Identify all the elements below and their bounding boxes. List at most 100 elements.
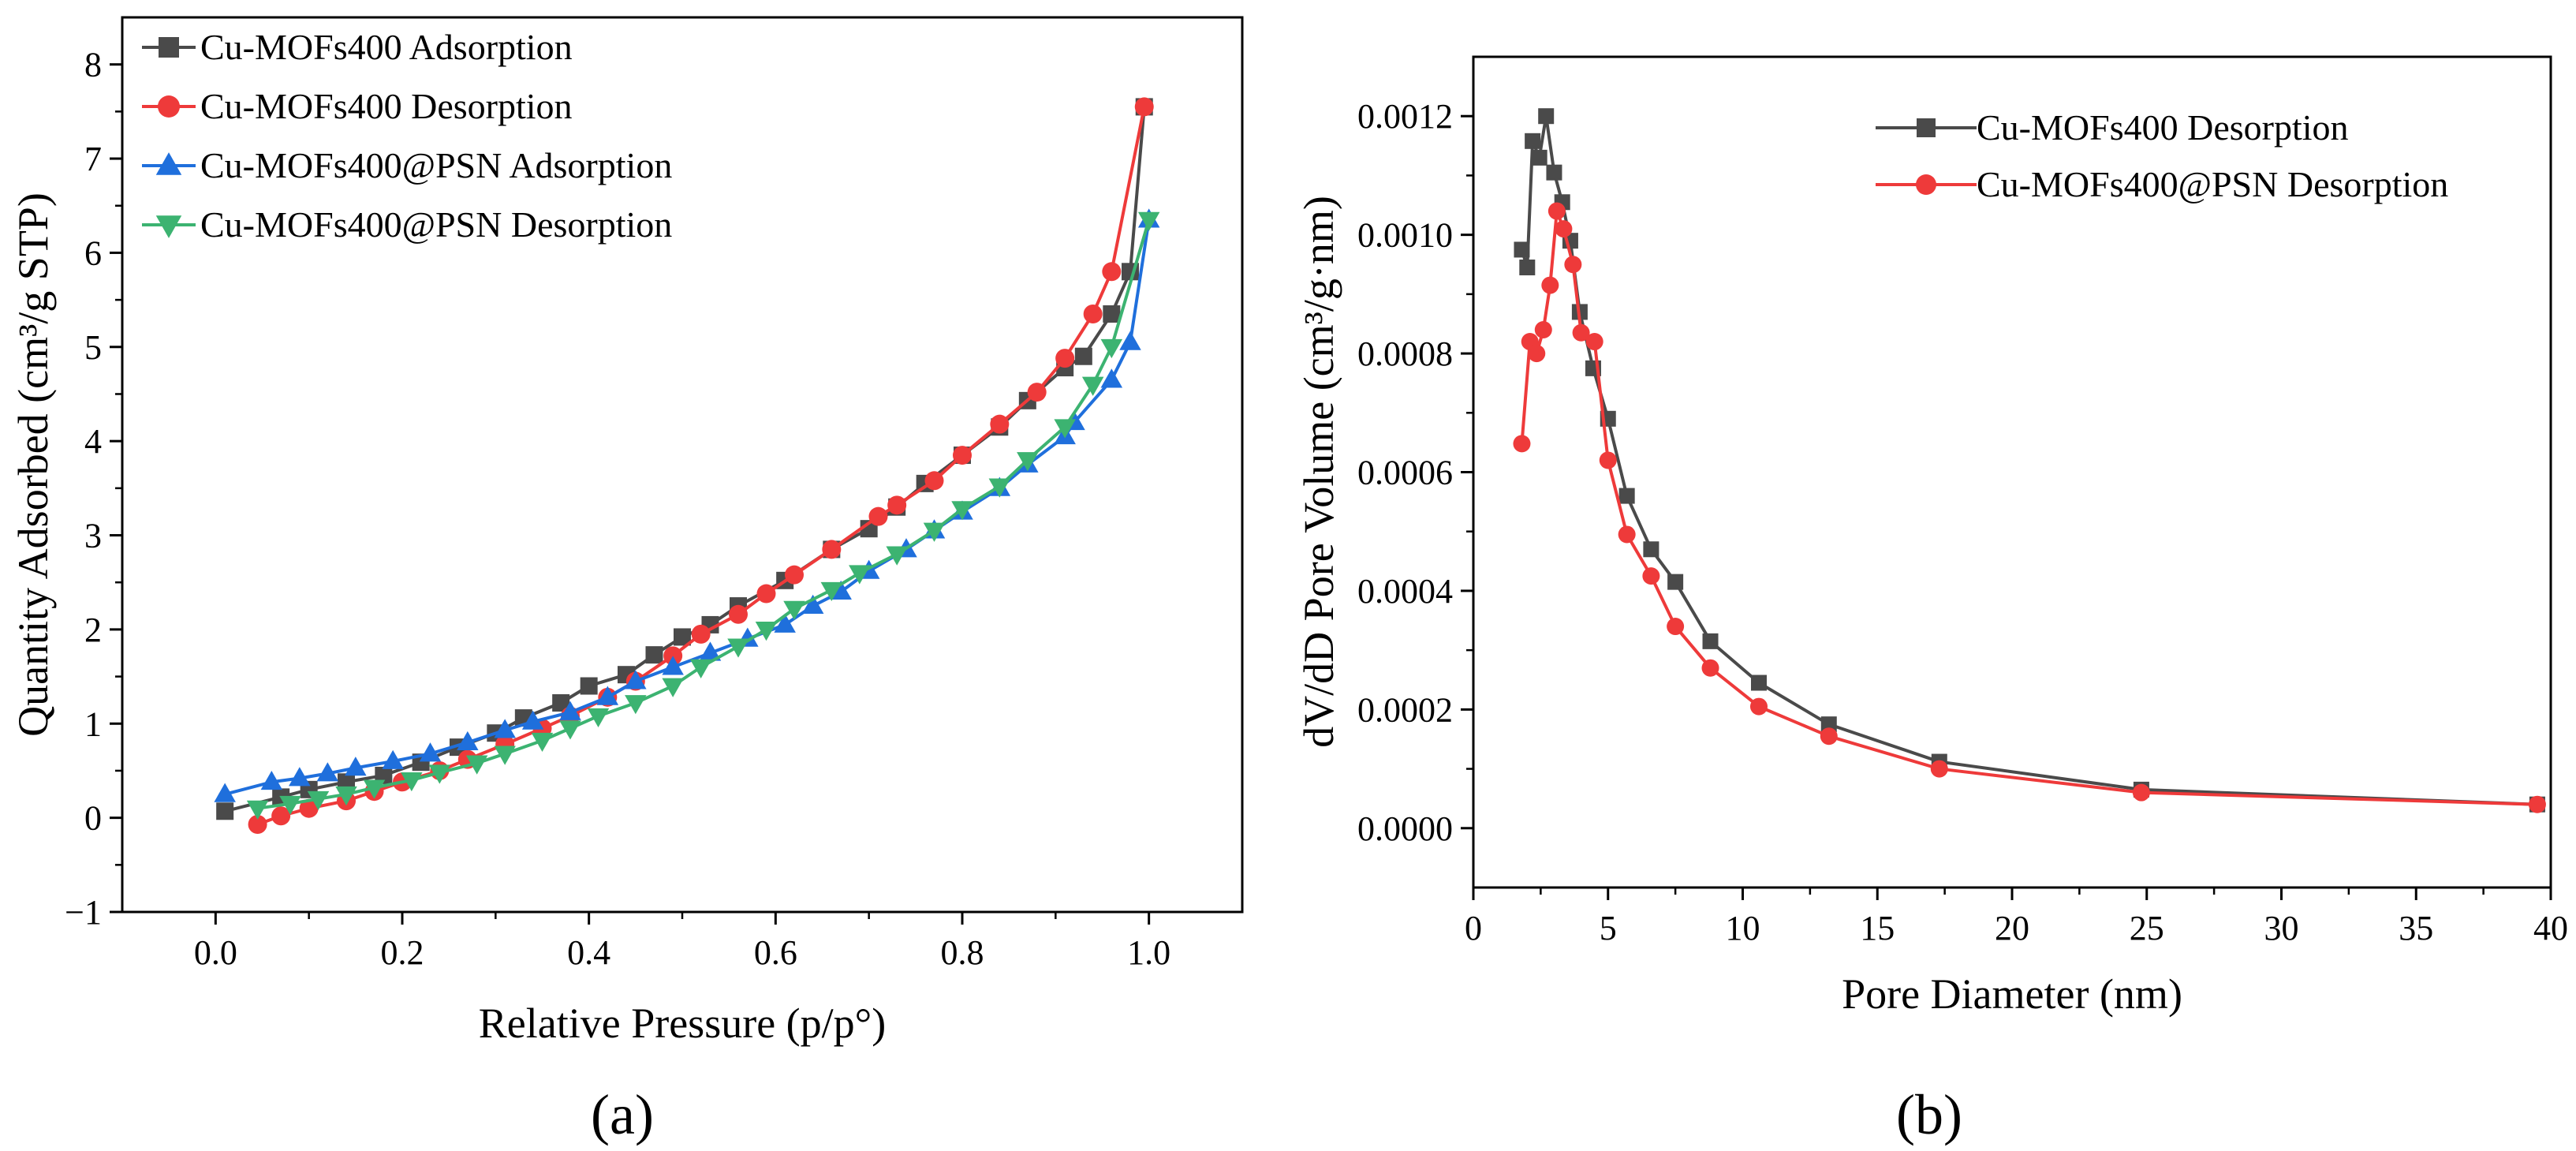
panel-b-point-cu-mofs400-psn-desorption (1749, 697, 1768, 716)
panel-a-y-axis-title: Quantity Adsorbed (cm³/g STP) (9, 192, 57, 737)
panel-a-x-axis-title: Relative Pressure (p/p°) (479, 1000, 886, 1047)
panel-a-point-cu-mofs400-psn-adsorption (345, 757, 367, 776)
panel-b-legend-label-cu-mofs400-desorption: Cu-MOFs400 Desorption (1977, 107, 2349, 148)
panel-a-point-cu-mofs400-adsorption (552, 694, 570, 712)
panel-a-point-cu-mofs400-desorption (868, 506, 888, 526)
panel-b-point-cu-mofs400-psn-desorption (1541, 276, 1559, 294)
panel-a-y-tick-label: 3 (84, 517, 102, 555)
panel-b-chart: 0 5 10 15 20 25 30 35 40 0.0000 0.0002 0.0004 0.0006… (1295, 55, 2568, 1146)
panel-a-point-cu-mofs400-psn-desorption (1137, 211, 1160, 231)
panel-b-x-tick-label: 5 (1600, 909, 1617, 947)
panel-b-point-cu-mofs400-psn-desorption (1930, 760, 1948, 778)
panel-b-point-cu-mofs400-desorption (1538, 108, 1555, 125)
panel-a-point-cu-mofs400-desorption (1055, 349, 1075, 368)
panel-a-chart: 0.0 0.2 0.4 0.6 0.8 1.0 −1 0 1 2 3 4 5 6 7 8 Cu-MOFs400… (9, 16, 1244, 1146)
panel-b-point-cu-mofs400-desorption (1667, 574, 1684, 590)
panel-a-point-cu-mofs400-psn-adsorption (382, 749, 404, 769)
panel-a-x-tick-label: 0.2 (381, 933, 424, 972)
panel-a-point-cu-mofs400-psn-adsorption (662, 656, 684, 675)
panel-a-point-cu-mofs400-desorption (822, 540, 842, 559)
panel-a-point-cu-mofs400-psn-adsorption (699, 641, 722, 661)
panel-a-point-cu-mofs400-psn-desorption (923, 522, 946, 542)
panel-a-y-tick-label: 6 (84, 234, 102, 272)
panel-a-legend-label-cu-mofs400-adsorption: Cu-MOFs400 Adsorption (200, 27, 573, 67)
panel-b-y-tick-label: 0.0006 (1357, 454, 1453, 492)
panel-a-x-tick-label: 0.8 (941, 933, 984, 972)
panel-b-y-tick-label: 0.0010 (1357, 216, 1453, 255)
panel-a-y-tick-label: 1 (84, 704, 102, 743)
panel-b-point-cu-mofs400-psn-desorption (1642, 567, 1660, 585)
panel-a-point-cu-mofs400-psn-desorption (988, 478, 1011, 498)
panel-a-point-cu-mofs400-adsorption (580, 677, 598, 695)
panel-b-point-cu-mofs400-desorption (1546, 164, 1562, 181)
panel-a-point-cu-mofs400-psn-desorption (886, 546, 908, 566)
panel-a-point-cu-mofs400-adsorption (1074, 347, 1092, 365)
panel-a-point-cu-mofs400-desorption (248, 814, 267, 834)
panel-a-point-cu-mofs400-psn-adsorption (801, 594, 824, 614)
panel-a-point-cu-mofs400-psn-adsorption (289, 767, 311, 787)
panel-a-y-tick-label: −1 (65, 893, 102, 932)
panel-a-point-cu-mofs400-psn-desorption (587, 708, 610, 728)
panel-a-point-cu-mofs400-adsorption (674, 628, 691, 646)
panel-b-legend-label-cu-mofs400-psn-desorption: Cu-MOFs400@PSN Desorption (1977, 164, 2448, 204)
panel-a-point-cu-mofs400-psn-desorption (755, 621, 778, 641)
panel-a-point-cu-mofs400-desorption (1027, 383, 1047, 402)
panel-a-point-cu-mofs400-psn-adsorption (596, 686, 619, 705)
panel-b-y-tick-label: 0.0002 (1357, 690, 1453, 729)
panel-a-point-cu-mofs400-adsorption (645, 646, 663, 664)
panel-b-point-cu-mofs400-psn-desorption (1513, 435, 1531, 453)
panel-a-point-cu-mofs400-psn-desorption (1100, 338, 1123, 359)
panel-a-point-cu-mofs400-psn-desorption (1017, 452, 1039, 472)
panel-b-x-tick-label: 35 (2399, 909, 2433, 947)
panel-b-y-tick-label: 0.0004 (1357, 572, 1453, 611)
panel-a-point-cu-mofs400-psn-desorption (307, 790, 330, 811)
panel-a-point-cu-mofs400-psn-adsorption (214, 783, 236, 802)
panel-a-y-tick-label: 4 (84, 422, 102, 461)
panel-b-point-cu-mofs400-desorption (1514, 241, 1530, 258)
panel-b-label: (b) (1896, 1083, 1962, 1146)
panel-b-x-tick-label: 40 (2533, 909, 2568, 947)
panel-a-y-tick-label: 2 (84, 611, 102, 649)
panel-a-x-tick-label: 0.4 (567, 933, 610, 972)
panel-b-point-cu-mofs400-desorption (1525, 133, 1541, 149)
panel-b-point-cu-mofs400-desorption (1531, 149, 1547, 166)
panel-b-x-tick-label: 15 (1860, 909, 1895, 947)
panel-a-point-cu-mofs400-psn-desorption (465, 755, 488, 775)
panel-b-point-cu-mofs400-psn-desorption (1585, 333, 1603, 351)
panel-a-y-tick-label: 8 (84, 46, 102, 84)
panel-b-point-cu-mofs400-psn-desorption (1564, 256, 1582, 274)
panel-b-point-cu-mofs400-desorption (1820, 716, 1837, 733)
panel-b-point-cu-mofs400-desorption (1519, 260, 1536, 276)
panel-a-point-cu-mofs400-psn-adsorption (316, 762, 339, 782)
panel-b-point-cu-mofs400-psn-desorption (1618, 525, 1636, 544)
panel-a-point-cu-mofs400-psn-desorption (531, 732, 554, 753)
panel-b-point-cu-mofs400-desorption (1702, 633, 1719, 649)
panel-a-legend-marker-cu-mofs400-psn-desorption (155, 215, 182, 238)
panel-b-y-axis-title: dV/dD Pore Volume (cm³/g·nm) (1295, 196, 1342, 748)
panel-b-point-cu-mofs400-psn-desorption (1820, 727, 1838, 746)
panel-b-point-cu-mofs400-desorption (1643, 541, 1659, 558)
panel-b-point-cu-mofs400-psn-desorption (1572, 323, 1590, 342)
panel-b-x-tick-label: 0 (1465, 909, 1482, 947)
panel-b-x-tick-label: 30 (2264, 909, 2299, 947)
panel-a-point-cu-mofs400-desorption (691, 624, 711, 644)
panel-a-point-cu-mofs400-psn-desorption (335, 786, 357, 806)
panel-b-series (1513, 108, 2546, 813)
panel-b-legend-marker-cu-mofs400-desorption (1917, 118, 1936, 137)
panel-a-point-cu-mofs400-desorption (1102, 262, 1122, 282)
panel-b-point-cu-mofs400-psn-desorption (2528, 795, 2546, 813)
panel-a-legend-marker-cu-mofs400-desorption (158, 95, 180, 118)
panel-a-point-cu-mofs400-desorption (953, 446, 972, 465)
panel-a-point-cu-mofs400-psn-adsorption (1119, 331, 1141, 350)
panel-a-point-cu-mofs400-desorption (785, 565, 804, 585)
panel-a-point-cu-mofs400-desorption (729, 604, 748, 624)
panel-b-series-line-cu-mofs400-desorption (1520, 114, 2537, 806)
panel-a-point-cu-mofs400-psn-adsorption (494, 719, 516, 738)
panel-a-point-cu-mofs400-psn-desorption (279, 795, 301, 816)
panel-a-point-cu-mofs400-psn-desorption (494, 746, 516, 765)
panel-b-point-cu-mofs400-psn-desorption (1547, 202, 1566, 220)
panel-a-point-cu-mofs400-desorption (1083, 305, 1103, 324)
panel-a-legend-label-cu-mofs400-desorption: Cu-MOFs400 Desorption (200, 86, 573, 126)
panel-a-point-cu-mofs400-desorption (663, 646, 683, 666)
